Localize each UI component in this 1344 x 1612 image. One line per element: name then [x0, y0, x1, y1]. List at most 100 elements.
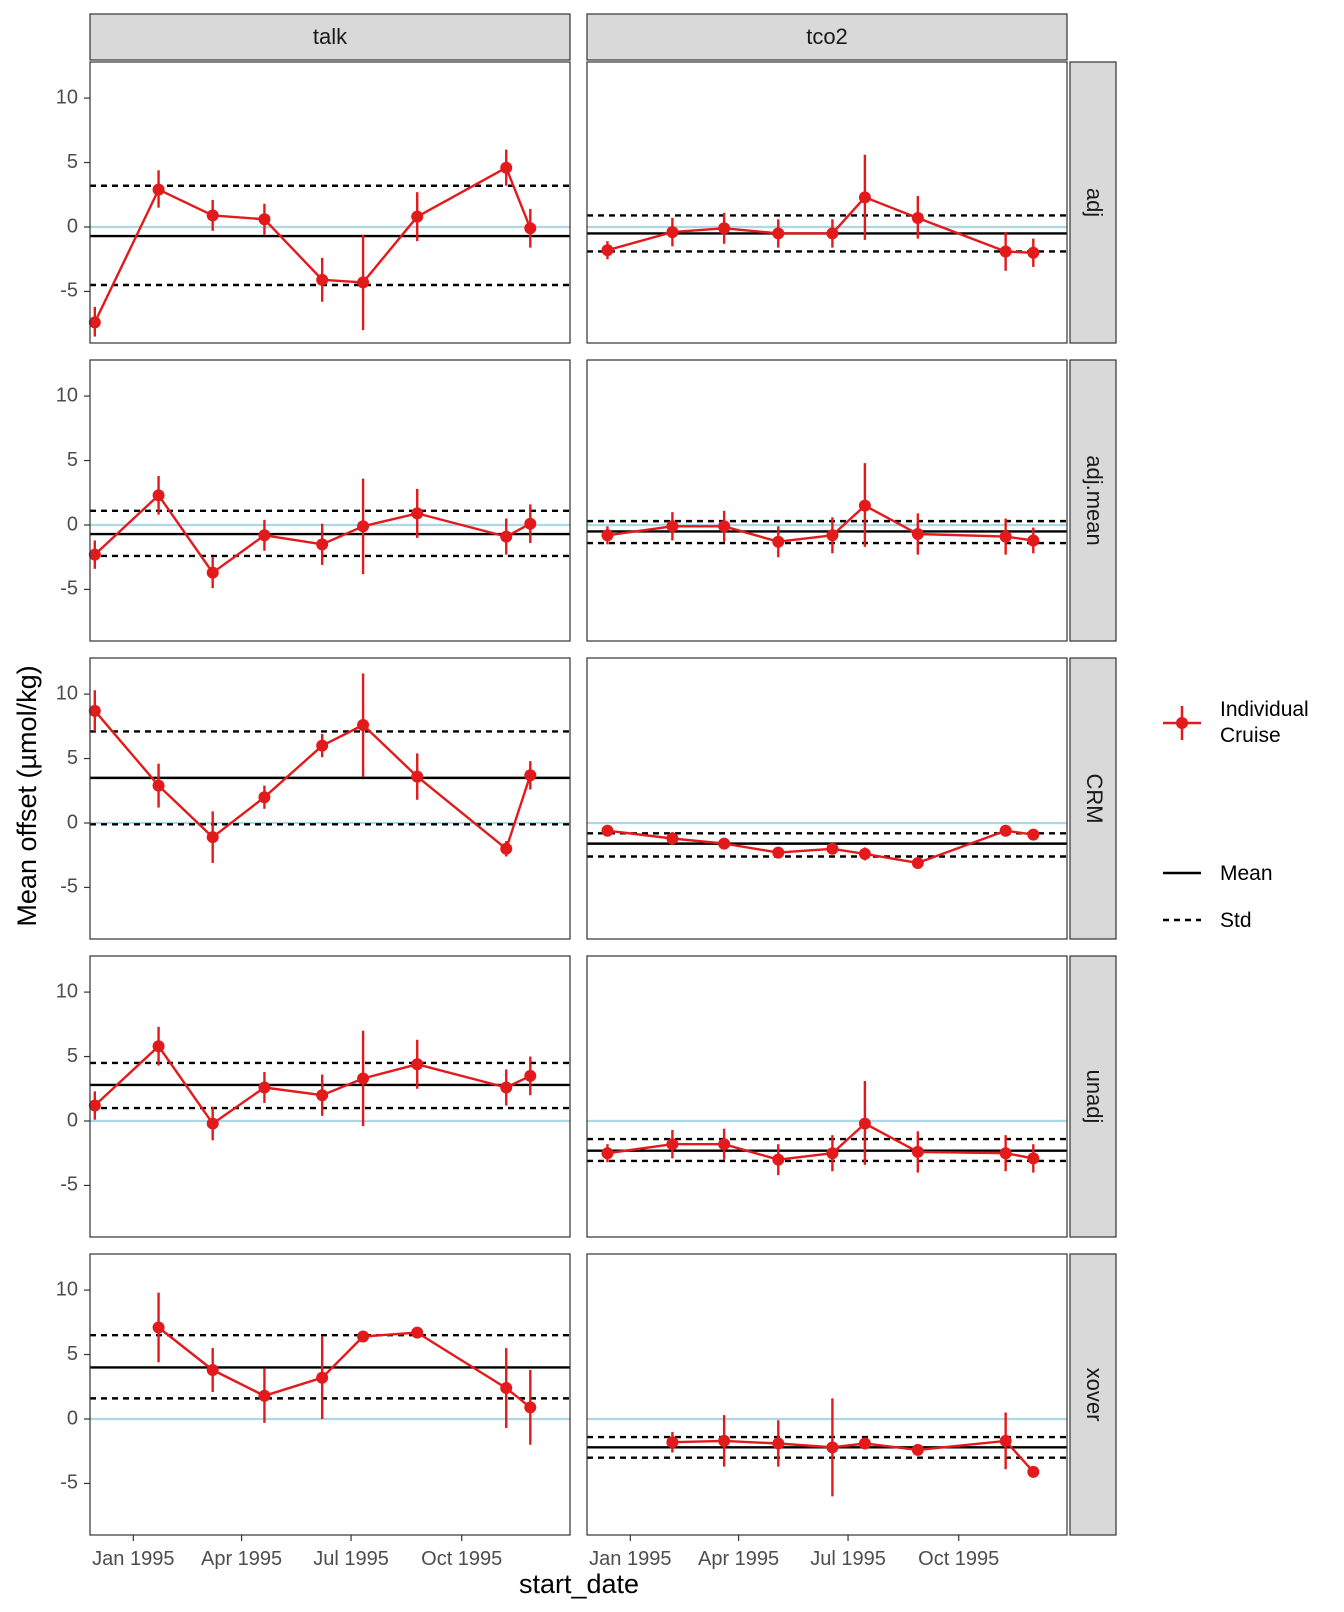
- row-strip-xover: xover: [1069, 1253, 1117, 1536]
- panel-background: [587, 956, 1067, 1237]
- data-point: [411, 770, 424, 783]
- data-point: [772, 1437, 785, 1450]
- data-point: [524, 1069, 537, 1082]
- panel-border: [586, 1253, 1068, 1536]
- data-point: [152, 183, 165, 196]
- y-tick-label: 5: [67, 151, 78, 173]
- panel-adj_mean-tco2: [586, 359, 1068, 642]
- panel-background: [90, 62, 570, 343]
- panel-background: [90, 1254, 570, 1535]
- column-strip-label-talk: talk: [313, 24, 348, 49]
- data-point: [500, 842, 513, 855]
- data-point: [206, 209, 219, 222]
- panel-adj-tco2: [586, 61, 1068, 344]
- y-tick-label: 5: [67, 1045, 78, 1067]
- row-strip-label: adj: [1082, 188, 1107, 217]
- row-strip-bg: [1069, 955, 1117, 1238]
- panel-border: [89, 61, 571, 344]
- data-point: [1027, 1465, 1040, 1478]
- data-point: [206, 1364, 219, 1377]
- panel-border: [89, 955, 571, 1238]
- panel-border: [586, 955, 1068, 1238]
- panel-CRM-talk: [88, 657, 571, 940]
- data-point: [999, 824, 1012, 837]
- panel-unadj-talk: [88, 955, 571, 1238]
- data-point: [152, 489, 165, 502]
- data-point: [858, 191, 871, 204]
- data-point: [1027, 534, 1040, 547]
- data-point: [718, 837, 731, 850]
- x-tick-label: Jul 1995: [313, 1548, 389, 1570]
- legend-std-label: Std: [1220, 909, 1252, 932]
- panel-background: [90, 956, 570, 1237]
- data-point: [858, 1437, 871, 1450]
- data-point: [911, 856, 924, 869]
- data-point: [88, 548, 101, 561]
- row-strip-bg: [1069, 61, 1117, 344]
- column-strip-bg-tco2: [586, 13, 1068, 61]
- data-point: [772, 227, 785, 240]
- y-tick-label: 10: [56, 1278, 78, 1300]
- panel-border: [586, 657, 1068, 940]
- y-tick-label: -5: [60, 876, 78, 898]
- y-tick-label: -5: [60, 280, 78, 302]
- y-tick-label: 5: [67, 1343, 78, 1365]
- column-strip-bg-talk: [89, 13, 571, 61]
- data-point: [858, 499, 871, 512]
- panel-border: [89, 657, 571, 940]
- y-tick-label: 10: [56, 384, 78, 406]
- column-strip-talk: talk: [89, 13, 571, 61]
- y-tick-label: 0: [67, 215, 78, 237]
- y-tick-label: 10: [56, 980, 78, 1002]
- x-tick-labels: Jan 1995 Apr 1995 Jul 1995 Oct 1995 Jan 1995…: [92, 1535, 999, 1570]
- data-point: [601, 529, 614, 542]
- panel-adj_mean-talk: [88, 359, 571, 642]
- row-strip-unadj: unadj: [1069, 955, 1117, 1238]
- data-point: [666, 832, 679, 845]
- data-point: [88, 704, 101, 717]
- data-point: [718, 1138, 731, 1151]
- row-strip-label: CRM: [1082, 773, 1107, 823]
- data-point: [601, 1147, 614, 1160]
- y-tick-label: 5: [67, 449, 78, 471]
- data-point: [601, 244, 614, 257]
- y-tick-label: 0: [67, 1109, 78, 1131]
- data-point: [411, 1058, 424, 1071]
- data-point: [858, 1117, 871, 1130]
- column-strip-tco2: tco2: [586, 13, 1068, 61]
- x-tick-label: Apr 1995: [698, 1548, 779, 1570]
- panel-border: [89, 1253, 571, 1536]
- panel-xover-talk: [89, 1253, 571, 1536]
- row-strip-bg: [1069, 657, 1117, 940]
- row-strips: adj adj.mean CRM unadj xover: [1069, 61, 1117, 1536]
- data-point: [152, 1321, 165, 1334]
- data-point: [666, 1138, 679, 1151]
- data-point: [88, 1099, 101, 1112]
- panel-background: [587, 360, 1067, 641]
- row-strip-adj: adj: [1069, 61, 1117, 344]
- data-point: [911, 1443, 924, 1456]
- data-point: [258, 791, 271, 804]
- y-tick-label: -5: [60, 1174, 78, 1196]
- data-point: [772, 535, 785, 548]
- data-point: [500, 530, 513, 543]
- row-strip-label: xover: [1082, 1368, 1107, 1422]
- data-point: [152, 779, 165, 792]
- data-point: [1027, 828, 1040, 841]
- row-strip-label: adj.mean: [1082, 455, 1107, 546]
- data-point: [666, 226, 679, 239]
- panel-xover-tco2: [586, 1253, 1068, 1536]
- y-tick-label: 0: [67, 811, 78, 833]
- data-point: [357, 520, 370, 533]
- data-point: [826, 1441, 839, 1454]
- y-tick-labels: 10 5 0 -5 10 5 0 -5 10 5 0 -5 10 5 0 -5 10 5 0 -5: [56, 86, 90, 1494]
- data-point: [258, 1389, 271, 1402]
- row-strip-bg: [1069, 359, 1117, 642]
- data-point: [357, 719, 370, 732]
- data-point: [411, 210, 424, 223]
- data-point: [258, 1081, 271, 1094]
- panel-background: [587, 1254, 1067, 1535]
- data-point: [999, 1434, 1012, 1447]
- data-point: [357, 1330, 370, 1343]
- data-point: [206, 831, 219, 844]
